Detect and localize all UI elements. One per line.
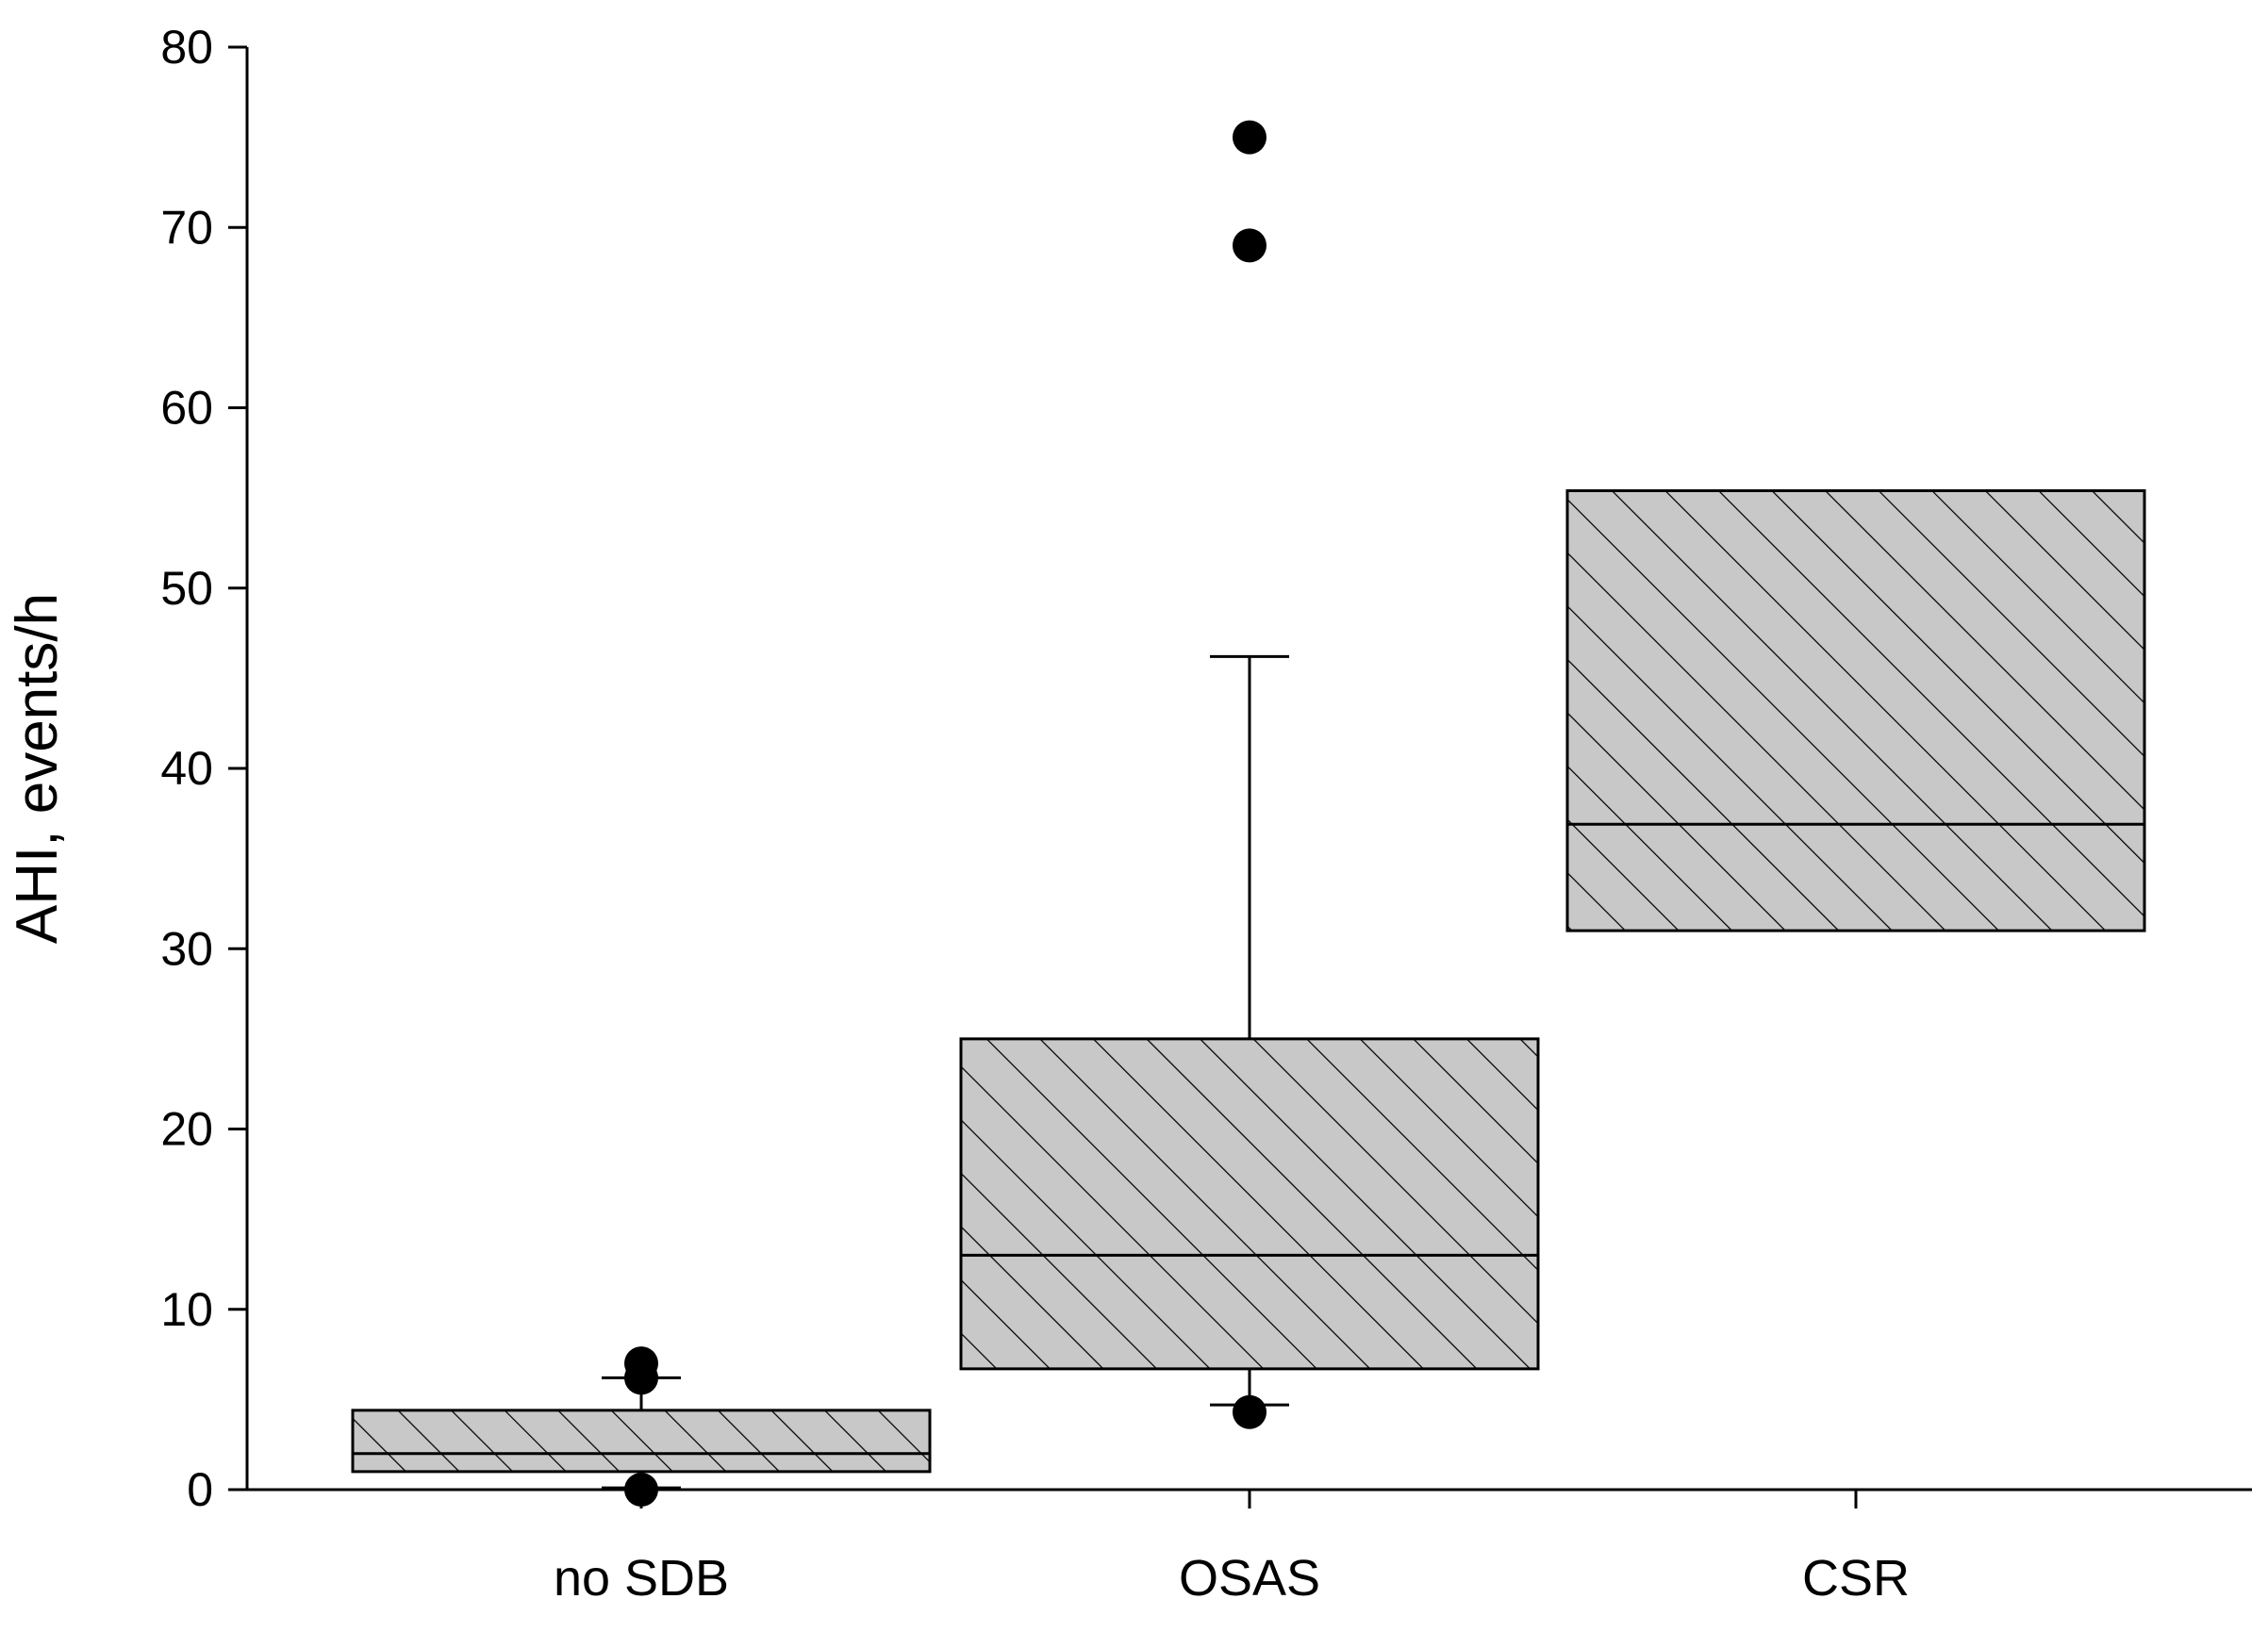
y-tick-label: 20 xyxy=(160,1103,213,1156)
y-tick-label: 30 xyxy=(160,922,213,975)
x-ticks: no SDB OSAS CSR xyxy=(554,1490,1910,1607)
box xyxy=(351,1409,932,1474)
boxes-layer xyxy=(351,120,2146,1507)
box-group xyxy=(1565,488,2146,932)
x-category-label: CSR xyxy=(1802,1550,1910,1607)
y-tick-label: 70 xyxy=(160,201,213,254)
outlier-point xyxy=(1233,1394,1266,1429)
y-axis-title: AHI, events/h xyxy=(5,593,70,944)
x-category-label: no SDB xyxy=(554,1550,729,1607)
x-category-label: OSAS xyxy=(1179,1550,1320,1607)
y-tick-label: 0 xyxy=(187,1463,213,1516)
outlier-point xyxy=(1233,228,1266,263)
box-group xyxy=(351,1346,932,1507)
outlier-point xyxy=(1233,120,1266,155)
y-tick-label: 60 xyxy=(160,382,213,435)
box xyxy=(1565,488,2146,932)
box xyxy=(959,1037,1540,1371)
outlier-point xyxy=(624,1360,658,1395)
y-tick-label: 40 xyxy=(160,742,213,795)
y-ticks: 0 10 20 30 40 50 60 70 80 xyxy=(160,21,247,1516)
y-tick-label: 80 xyxy=(160,21,213,74)
y-tick-label: 50 xyxy=(160,562,213,615)
y-tick-label: 10 xyxy=(160,1283,213,1336)
box-group xyxy=(959,120,1540,1429)
